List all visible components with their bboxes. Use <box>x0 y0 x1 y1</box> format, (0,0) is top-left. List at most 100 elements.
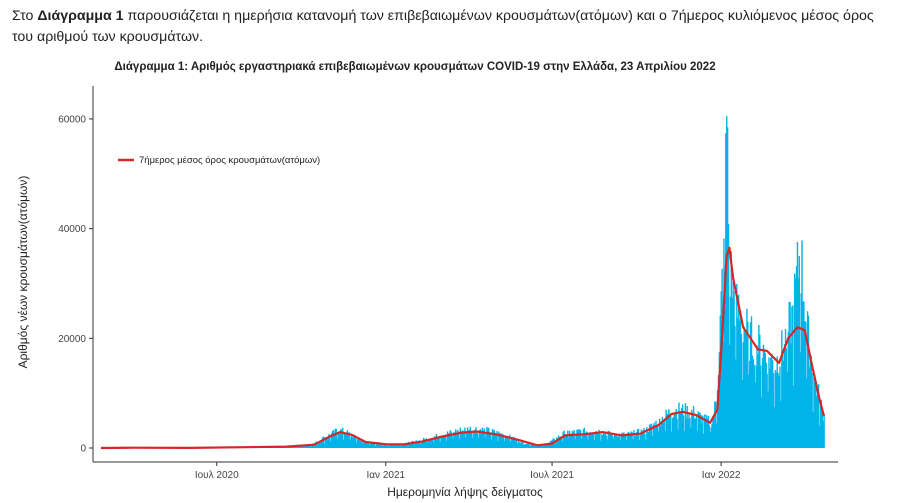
bar <box>604 432 607 448</box>
bar <box>697 411 699 448</box>
bar <box>701 423 703 448</box>
bar <box>477 437 480 448</box>
bar <box>451 433 453 448</box>
bar <box>377 444 380 448</box>
bar <box>525 443 528 448</box>
bar <box>568 437 570 448</box>
bar <box>340 428 342 448</box>
bar <box>640 429 642 448</box>
bar <box>498 431 500 448</box>
bar <box>689 418 691 448</box>
bar <box>748 360 751 448</box>
bar <box>500 433 502 448</box>
bar <box>601 434 604 448</box>
bar <box>443 435 445 448</box>
bar <box>603 433 606 448</box>
bar <box>665 409 667 448</box>
bar <box>484 437 486 448</box>
bar <box>415 440 417 448</box>
bar <box>413 444 416 448</box>
bar <box>473 433 475 448</box>
bar <box>431 439 433 448</box>
bar <box>681 407 683 448</box>
bar <box>453 432 455 448</box>
bar <box>449 430 451 448</box>
bar <box>330 441 332 448</box>
bar <box>787 332 789 448</box>
bar <box>805 378 808 448</box>
bar <box>438 437 440 448</box>
bar <box>407 444 409 448</box>
bar <box>419 441 421 448</box>
bar <box>511 438 513 448</box>
bar <box>637 428 640 448</box>
bar <box>742 342 744 448</box>
bar <box>797 278 800 448</box>
bar <box>441 435 443 448</box>
bar <box>725 133 727 449</box>
bar <box>692 406 695 448</box>
bar <box>768 357 770 448</box>
y-tick-label: 40000 <box>58 224 86 235</box>
bar <box>346 430 349 448</box>
bar <box>422 437 425 448</box>
bar <box>790 343 792 448</box>
bar <box>758 324 760 448</box>
bar <box>685 418 687 448</box>
bar <box>643 427 645 448</box>
bar <box>740 334 743 448</box>
bar <box>535 446 538 448</box>
bar <box>650 423 653 448</box>
bar <box>818 425 821 448</box>
bar <box>529 446 531 448</box>
bar <box>703 414 706 448</box>
bar <box>543 443 545 448</box>
bar <box>772 373 775 448</box>
bar <box>578 429 580 448</box>
bar <box>671 418 674 448</box>
bar <box>421 440 423 448</box>
bar <box>762 344 765 448</box>
bar <box>795 266 798 448</box>
bar <box>709 431 711 448</box>
intro-paragraph: Στο Διάγραμμα 1 παρουσιάζεται η ημερήσια… <box>12 6 888 48</box>
bar <box>707 415 710 448</box>
bar <box>345 434 348 448</box>
bar <box>388 444 391 448</box>
bar <box>644 433 646 448</box>
bar <box>400 446 403 448</box>
bar <box>749 322 752 448</box>
bar <box>360 440 362 448</box>
bar <box>593 440 596 448</box>
bar <box>804 321 806 448</box>
bar <box>699 412 701 448</box>
bar <box>639 435 642 448</box>
bar <box>295 446 297 448</box>
bar <box>335 428 337 448</box>
bar <box>372 443 374 448</box>
bar <box>815 383 817 448</box>
bar <box>316 443 318 448</box>
bar <box>304 446 306 448</box>
bar <box>542 446 544 448</box>
bar <box>635 431 638 448</box>
bar <box>478 430 481 448</box>
bar <box>481 427 484 448</box>
bar <box>599 433 601 448</box>
bar <box>366 443 369 448</box>
bar <box>764 352 767 448</box>
bar <box>668 409 670 448</box>
bar <box>570 433 573 448</box>
bar <box>392 444 394 448</box>
bar <box>408 441 410 448</box>
bar <box>737 294 740 448</box>
bar <box>576 429 578 448</box>
bar <box>545 444 548 448</box>
bar <box>356 439 359 448</box>
x-tick-label: Ιουλ 2021 <box>530 470 574 481</box>
bar <box>566 434 568 448</box>
bar <box>567 430 569 448</box>
bar <box>645 439 647 448</box>
bar <box>658 418 661 448</box>
